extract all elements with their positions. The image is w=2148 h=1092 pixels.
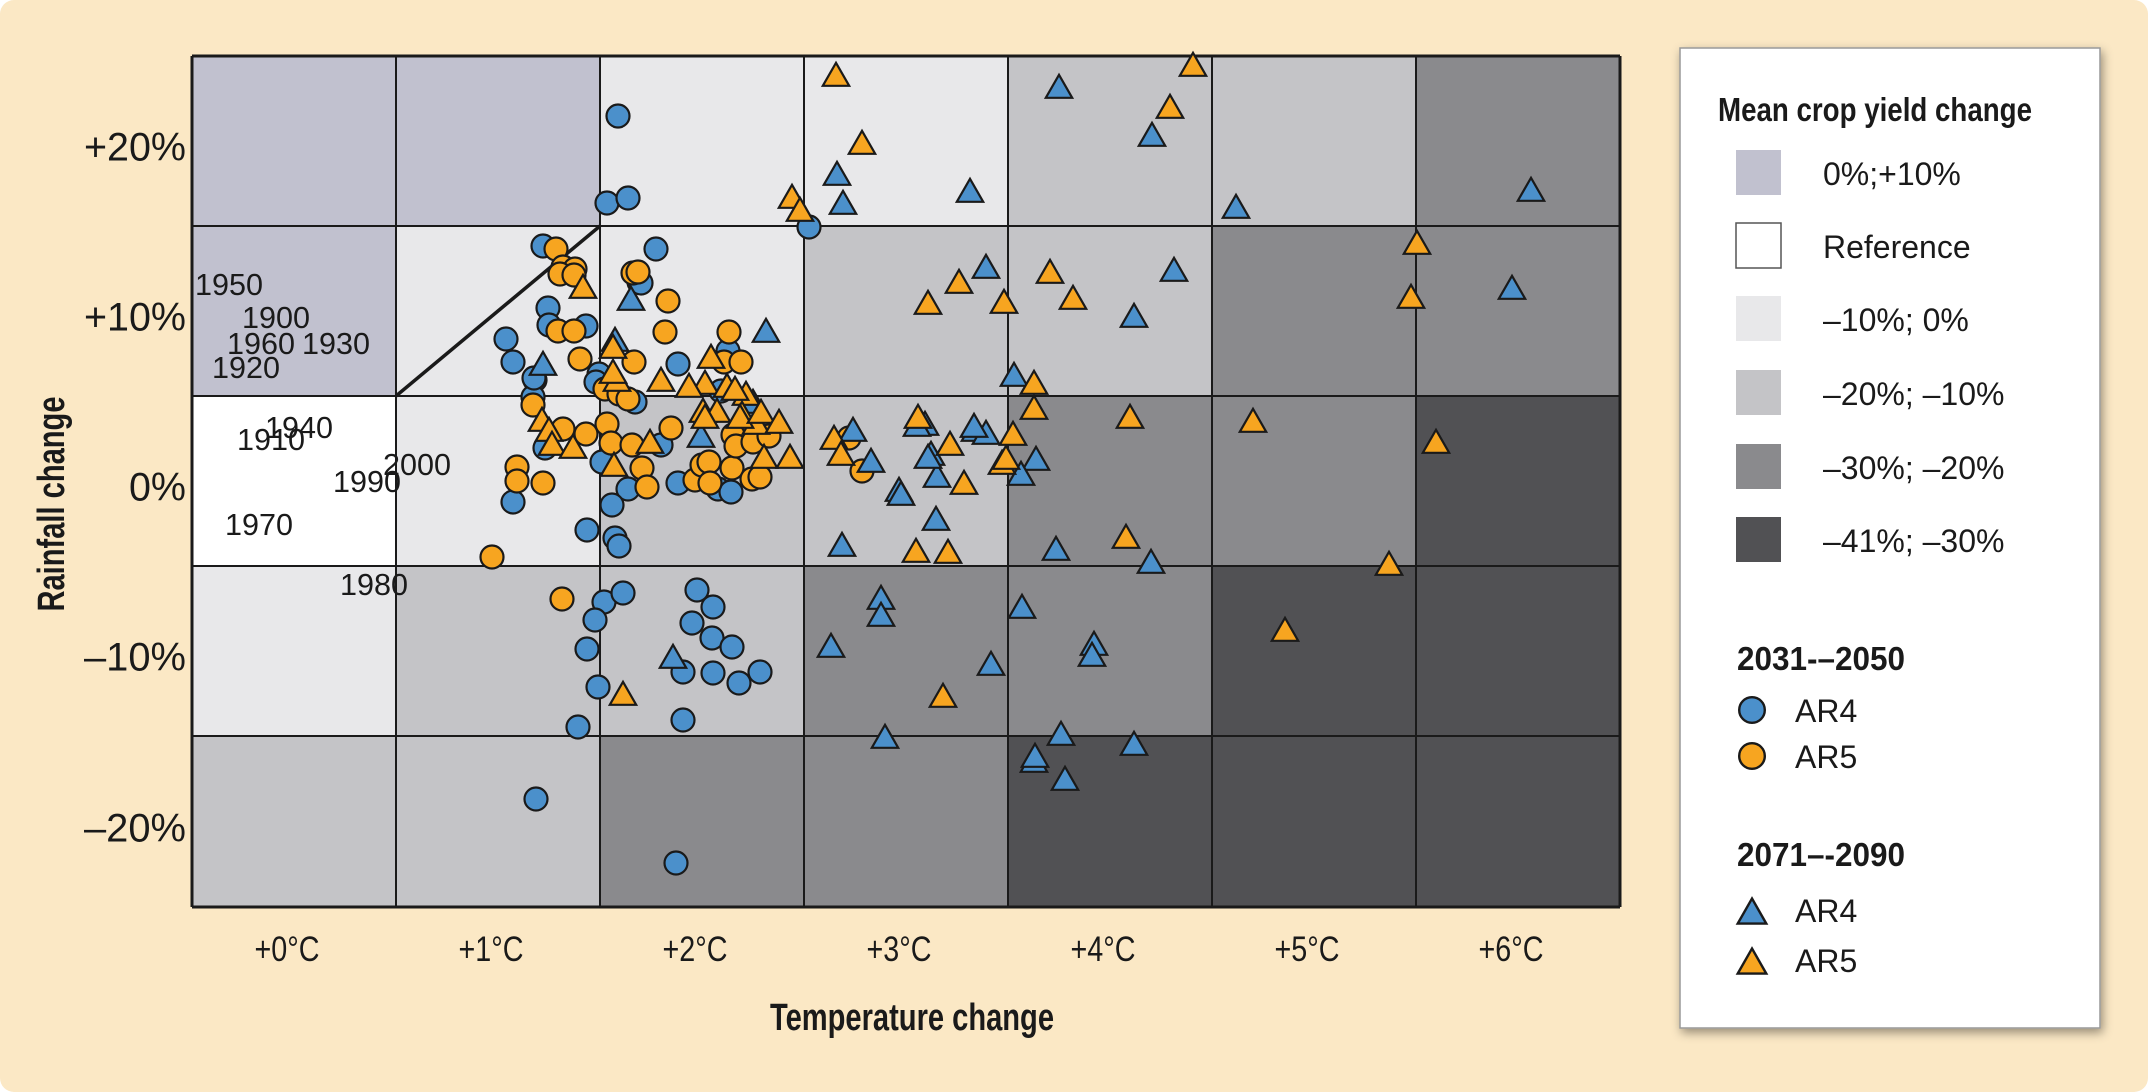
svg-text:1980: 1980	[340, 567, 408, 602]
svg-text:Mean crop yield change: Mean crop yield change	[1718, 91, 2032, 128]
svg-text:–20%: –20%	[84, 807, 186, 851]
svg-text:–20%; –10%: –20%; –10%	[1823, 376, 2004, 412]
svg-text:1950: 1950	[195, 267, 263, 302]
svg-text:+5°C: +5°C	[1275, 930, 1340, 969]
svg-text:1960: 1960	[227, 326, 295, 361]
svg-text:2071–-2090: 2071–-2090	[1737, 836, 1905, 873]
svg-text:+3°C: +3°C	[867, 930, 932, 969]
svg-text:AR4: AR4	[1795, 693, 1857, 729]
svg-text:0%: 0%	[129, 466, 186, 510]
svg-text:+0°C: +0°C	[255, 930, 320, 969]
svg-text:1970: 1970	[225, 507, 293, 542]
svg-text:Temperature change: Temperature change	[770, 997, 1054, 1039]
svg-text:+6°C: +6°C	[1479, 930, 1544, 969]
svg-text:1940: 1940	[265, 410, 333, 445]
svg-text:–10%; 0%: –10%; 0%	[1823, 302, 1969, 338]
svg-text:+1°C: +1°C	[459, 930, 524, 969]
svg-text:+10%: +10%	[84, 296, 186, 340]
svg-text:Reference: Reference	[1823, 229, 1971, 265]
svg-text:AR5: AR5	[1795, 943, 1857, 979]
svg-text:AR4: AR4	[1795, 893, 1857, 929]
svg-text:1990: 1990	[333, 464, 401, 499]
svg-text:–30%; –20%: –30%; –20%	[1823, 450, 2004, 486]
svg-text:1920: 1920	[212, 350, 280, 385]
svg-text:1910: 1910	[237, 422, 305, 457]
svg-text:+2°C: +2°C	[663, 930, 728, 969]
svg-text:1930: 1930	[302, 326, 370, 361]
svg-text:0%;+10%: 0%;+10%	[1823, 156, 1961, 192]
svg-text:+4°C: +4°C	[1071, 930, 1136, 969]
svg-text:+20%: +20%	[84, 126, 186, 170]
svg-text:1900: 1900	[242, 300, 310, 335]
svg-text:2000: 2000	[383, 447, 451, 482]
svg-text:–41%; –30%: –41%; –30%	[1823, 523, 2004, 559]
svg-text:2031-–2050: 2031-–2050	[1737, 640, 1905, 677]
svg-text:Rainfall change: Rainfall change	[31, 397, 73, 612]
svg-text:AR5: AR5	[1795, 739, 1857, 775]
svg-text:–10%: –10%	[84, 636, 186, 680]
